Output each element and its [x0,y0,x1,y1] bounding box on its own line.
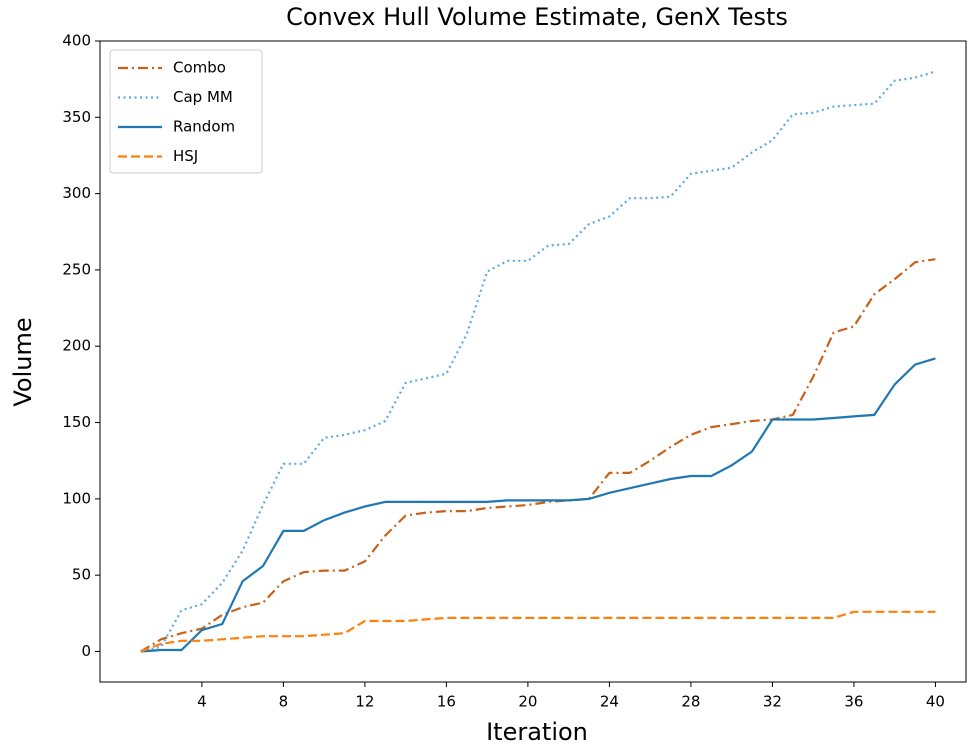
legend-label: Cap MM [173,88,233,106]
x-tick-label: 20 [518,693,537,711]
x-tick-label: 40 [926,693,945,711]
x-axis-label: Iteration [486,718,588,746]
x-tick-label: 12 [355,693,374,711]
series-line [140,610,936,653]
x-tick-label: 36 [844,693,863,711]
y-tick-label: 350 [62,108,91,126]
y-tick-label: 100 [62,489,91,507]
x-tick-label: 8 [279,693,289,711]
chart-title: Convex Hull Volume Estimate, GenX Tests [286,3,788,31]
series-line [140,70,936,653]
y-tick-label: 150 [62,413,91,431]
x-tick-label: 32 [763,693,782,711]
y-tick-label: 300 [62,184,91,202]
y-tick-label: 400 [62,32,91,50]
x-tick-label: 4 [197,693,207,711]
series-line [140,357,936,653]
y-tick-label: 50 [72,566,91,584]
y-tick-label: 200 [62,337,91,355]
y-axis-label: Volume [9,317,37,406]
x-tick-label: 16 [437,693,456,711]
plot-frame [99,40,967,683]
legend-label: Random [173,118,235,136]
legend-box [109,49,263,174]
y-tick-label: 250 [62,260,91,278]
y-tick-label: 0 [81,642,91,660]
legend-label: HSJ [173,147,198,165]
x-tick-label: 28 [681,693,700,711]
x-tick-label: 24 [600,693,619,711]
series-line [140,258,936,653]
legend-label: Combo [173,59,226,77]
